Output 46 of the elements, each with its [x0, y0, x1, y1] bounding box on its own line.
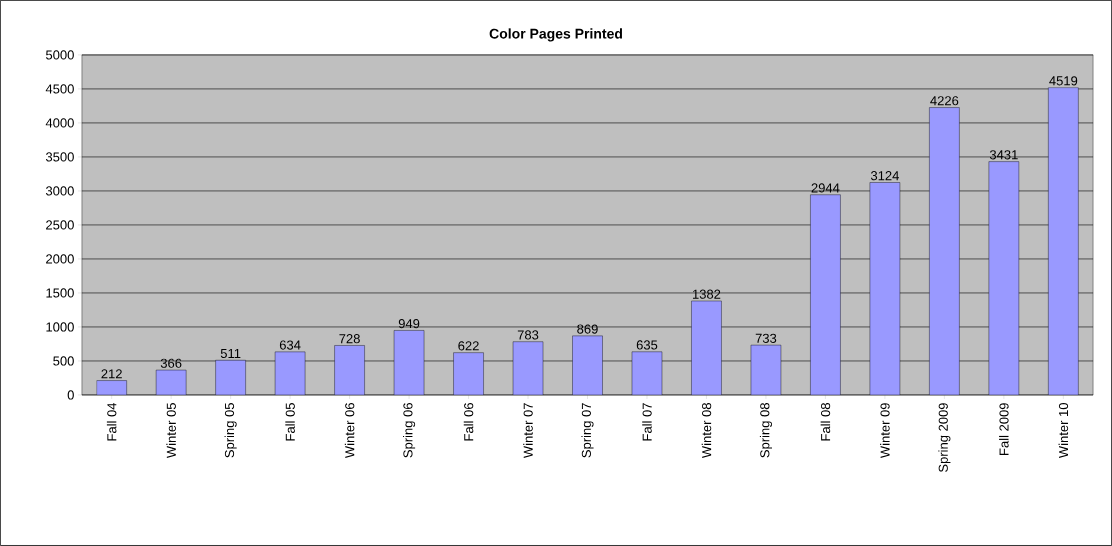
x-tick-label: Fall 04	[106, 402, 117, 441]
x-tick-label: Fall 05	[285, 403, 295, 441]
data-label: 635	[636, 340, 658, 350]
x-tick-label: Winter 09	[880, 403, 890, 459]
y-tick-label: 1000	[46, 322, 74, 332]
y-tick-label: 3500	[45, 152, 74, 162]
data-label: 622	[458, 341, 479, 351]
y-tick-label: 2000	[46, 254, 74, 264]
y-tick-label: 2500	[46, 220, 74, 230]
data-label: 212	[101, 369, 122, 379]
data-label: 366	[160, 358, 182, 368]
x-tick-label: Winter 05	[166, 403, 176, 459]
y-tick-label: 1500	[46, 288, 74, 298]
data-label: 3431	[989, 150, 1018, 160]
x-tick-label: Winter 06	[344, 403, 355, 459]
data-label: 728	[339, 334, 360, 344]
x-tick-label: Winter 10	[1058, 403, 1069, 459]
y-tick-label: 5000	[45, 50, 74, 60]
x-tick-label: Fall 08	[820, 403, 831, 441]
x-tick-label: Winter 08	[701, 403, 712, 459]
data-label: 511	[220, 348, 241, 359]
x-tick-label: Spring 06	[403, 403, 416, 458]
x-tick-label: Fall 06	[463, 403, 474, 441]
x-tick-label: Fall 07	[642, 403, 652, 441]
x-tick-label: Spring 2009	[938, 403, 951, 473]
data-label: 949	[398, 319, 420, 329]
data-label: 2944	[811, 183, 840, 193]
x-tick-label: Fall 2009	[999, 403, 1009, 455]
data-label: 634	[279, 340, 301, 350]
data-label: 869	[577, 324, 598, 334]
chart-title: Color Pages Printed	[489, 28, 622, 42]
data-label: 4519	[1049, 76, 1078, 86]
x-tick-label: Spring 08	[759, 403, 772, 458]
x-tick-label: Spring 07	[581, 403, 594, 458]
data-label: 783	[517, 330, 539, 340]
x-tick-label: Spring 05	[224, 403, 237, 458]
y-tick-label: 4000	[45, 118, 74, 128]
data-label: 733	[755, 333, 777, 343]
y-tick-label: 3000	[45, 186, 74, 196]
data-label: 3124	[870, 171, 899, 181]
data-label: 4226	[930, 96, 959, 106]
data-label: 1382	[692, 289, 721, 299]
y-tick-label: 4500	[45, 84, 74, 94]
x-tick-label: Winter 07	[523, 403, 533, 459]
y-tick-label: 0	[67, 390, 74, 400]
y-tick-label: 500	[53, 356, 74, 366]
